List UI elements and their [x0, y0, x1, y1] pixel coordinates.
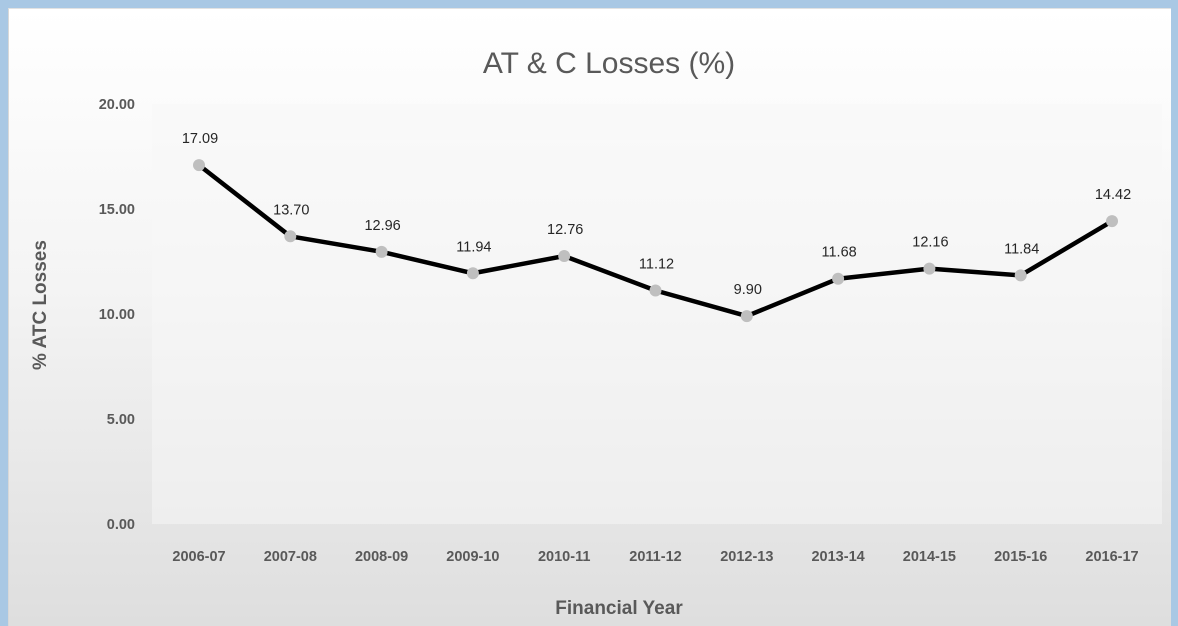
x-axis-ticks: 2006-07 2007-08 2008-09 2009-10 2010-11 2011-…	[172, 549, 1138, 565]
data-label: 17.09	[182, 131, 218, 147]
chart-title: AT & C Losses (%)	[483, 47, 735, 80]
data-labels: 17.09 13.70 12.96 11.94 12.76 11.12 9.90 11.68 1…	[182, 131, 1131, 298]
data-point	[375, 245, 388, 258]
x-tick-label: 2012-13	[720, 549, 773, 565]
data-point	[558, 250, 571, 263]
x-tick-label: 2011-12	[629, 549, 681, 565]
data-point	[193, 159, 205, 172]
data-point	[832, 272, 845, 285]
data-label: 11.94	[456, 239, 491, 255]
data-label: 13.70	[273, 202, 309, 218]
data-label: 12.76	[547, 222, 583, 238]
data-label: 14.42	[1095, 187, 1131, 203]
y-axis-ticks: 0.00 5.00 10.00 15.00 20.00	[99, 97, 135, 533]
data-point	[284, 230, 297, 243]
chart-area: AT & C Losses (%) Financial Year % ATC L…	[8, 8, 1171, 626]
y-tick-label: 20.00	[99, 97, 135, 113]
y-axis-title: % ATC Losses	[30, 240, 51, 370]
y-tick-label: 0.00	[107, 517, 135, 533]
data-label: 11.12	[639, 256, 674, 272]
y-tick-label: 10.00	[99, 307, 135, 323]
data-point	[1106, 215, 1118, 228]
x-tick-label: 2016-17	[1085, 549, 1138, 565]
data-point	[466, 267, 479, 280]
data-point	[649, 284, 662, 297]
y-tick-label: 5.00	[107, 412, 135, 428]
x-tick-label: 2013-14	[811, 549, 864, 565]
data-label: 11.68	[821, 245, 856, 261]
data-points	[193, 159, 1118, 323]
x-tick-label: 2015-16	[994, 549, 1047, 565]
x-tick-label: 2006-07	[172, 549, 225, 565]
data-label: 9.90	[734, 282, 762, 298]
plot-area	[152, 104, 1162, 524]
x-tick-label: 2009-10	[446, 549, 499, 565]
data-label: 12.16	[912, 235, 948, 251]
x-tick-label: 2008-09	[355, 549, 408, 565]
y-tick-label: 15.00	[99, 202, 135, 218]
data-point	[923, 262, 936, 275]
x-tick-label: 2010-11	[538, 549, 590, 565]
line-chart: AT & C Losses (%) Financial Year % ATC L…	[30, 47, 1162, 619]
x-tick-label: 2007-08	[264, 549, 317, 565]
data-label: 12.96	[364, 218, 400, 234]
data-point	[1014, 269, 1027, 282]
x-tick-label: 2014-15	[903, 549, 956, 565]
data-point	[740, 310, 753, 323]
data-label: 11.84	[1004, 241, 1039, 257]
x-axis-title: Financial Year	[555, 598, 683, 619]
